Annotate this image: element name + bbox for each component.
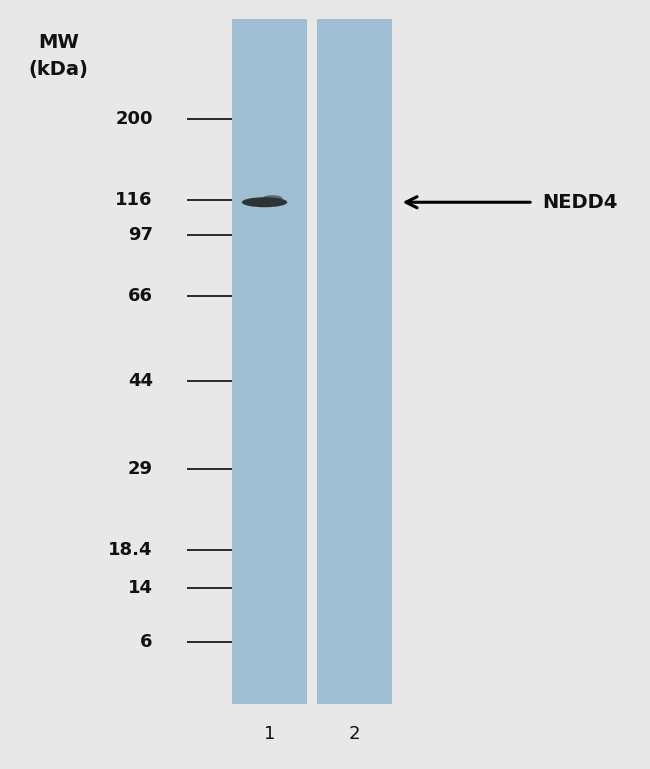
Text: 29: 29 (128, 460, 153, 478)
Ellipse shape (262, 195, 283, 201)
Bar (233, 19, 307, 704)
Text: (kDa): (kDa) (29, 60, 88, 78)
Text: 44: 44 (128, 371, 153, 390)
Text: NEDD4: NEDD4 (543, 193, 618, 211)
Text: 97: 97 (128, 225, 153, 244)
Text: 200: 200 (115, 110, 153, 128)
Bar (307, 19, 317, 704)
Text: 14: 14 (128, 579, 153, 598)
Text: 2: 2 (348, 725, 360, 744)
Text: 6: 6 (140, 633, 153, 651)
Ellipse shape (242, 197, 287, 207)
Text: 18.4: 18.4 (109, 541, 153, 559)
Text: 1: 1 (264, 725, 276, 744)
Text: MW: MW (38, 33, 79, 52)
Text: 66: 66 (128, 287, 153, 305)
Bar (317, 19, 391, 704)
Text: 116: 116 (115, 191, 153, 209)
